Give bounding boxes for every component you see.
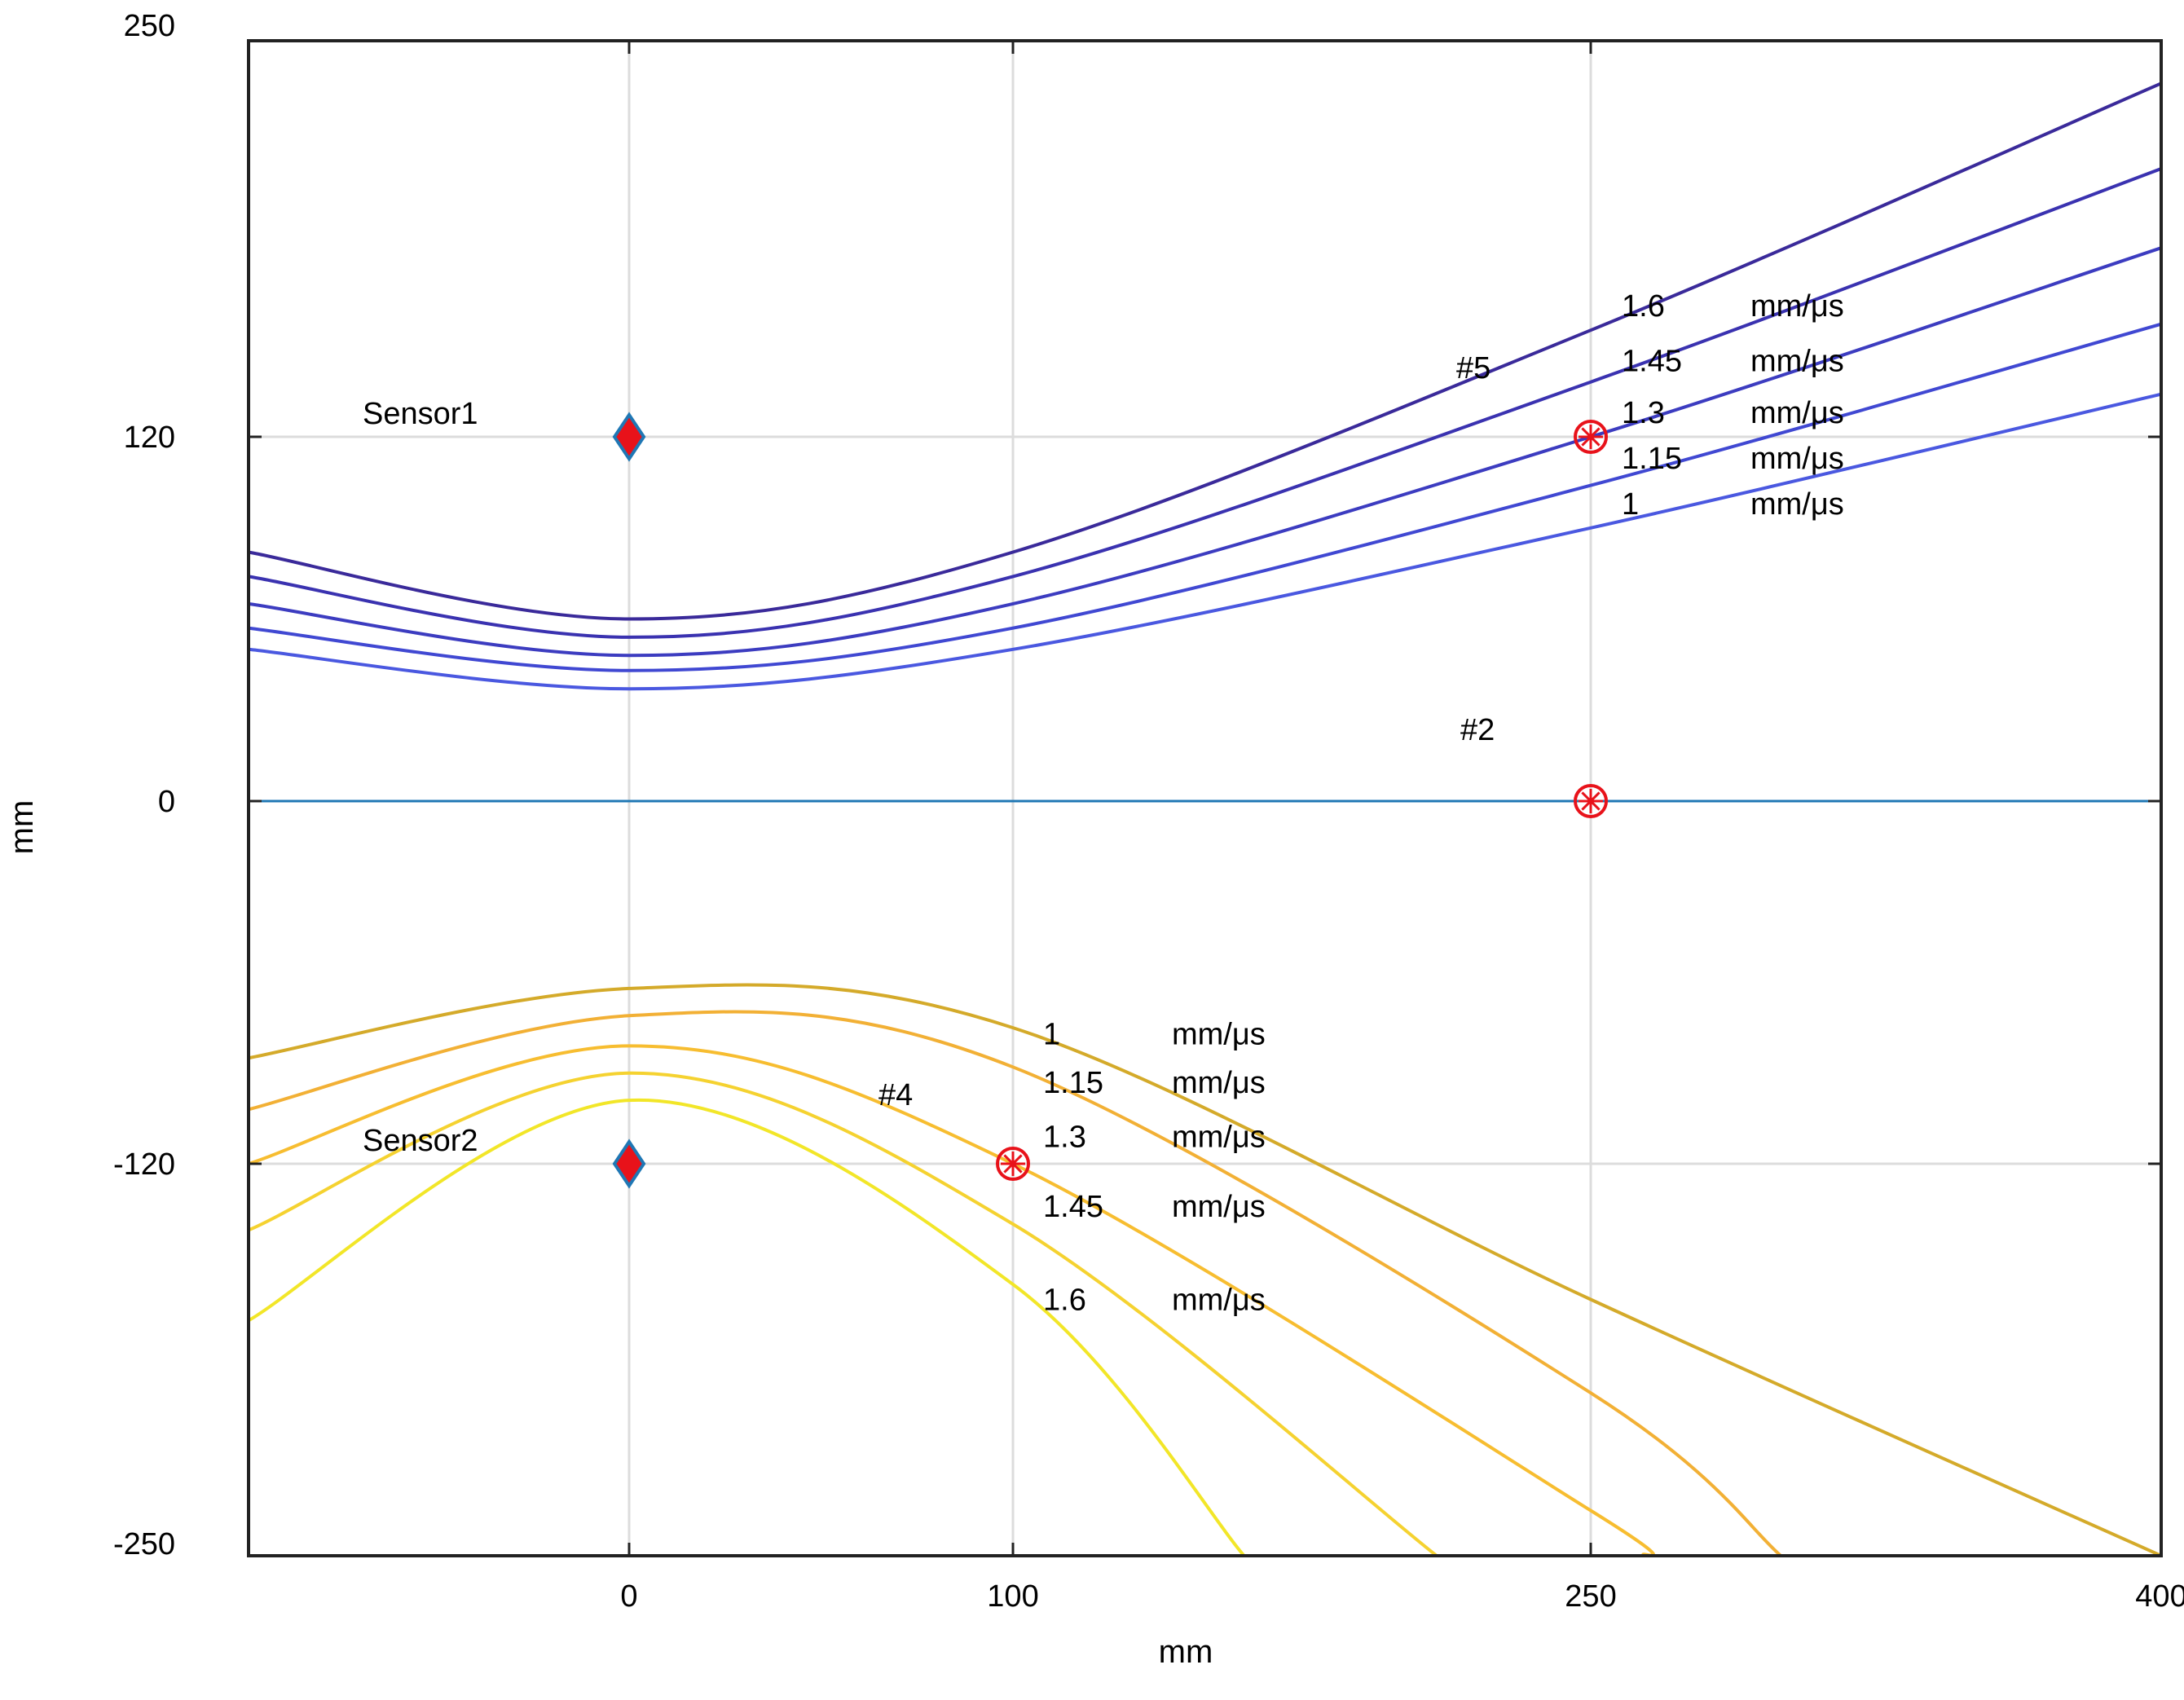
source-marker [1574,420,1608,454]
annotations: Sensor1 Sensor2 #5 #2 #4 1.6 mm/μs 1.45 mm/μs 1.3… [363,289,1844,1317]
source-marker [1574,784,1608,818]
sensor-diamond-marker [612,1138,646,1189]
y-tick-label: -250 [113,1527,175,1561]
lower-velocity-label-unit: mm/μs [1172,1284,1266,1318]
lower-velocity-label-value: 1.15 [1043,1066,1103,1100]
source-marker-circle [1574,784,1608,818]
source-label: #5 [1456,351,1490,385]
series-line [248,167,2162,639]
sensor-label: Sensor2 [363,1124,478,1158]
y-tick-label: 250 [124,9,175,43]
sensor-diamond-marker [612,412,646,462]
x-tick-label: 250 [1565,1579,1616,1614]
x-tick-label: 100 [987,1579,1038,1614]
series-curves [247,81,2162,1557]
lower-velocity-label-value: 1.6 [1043,1284,1086,1318]
x-axis-label: mm [1159,1634,1213,1670]
y-tick-label: -120 [113,1147,175,1182]
y-axis-label: mm [4,800,40,855]
upper-velocity-label-value: 1.6 [1622,289,1665,324]
plot-frame [247,39,2163,1557]
markers [612,412,1608,1189]
upper-velocity-label-value: 1.15 [1622,442,1682,476]
lower-velocity-label-unit: mm/μs [1172,1066,1266,1100]
source-marker-spoke [1581,791,1601,811]
upper-velocity-label-value: 1.3 [1622,396,1665,430]
x-tick-label: 0 [620,1579,637,1614]
upper-velocity-label-unit: mm/μs [1750,289,1844,324]
source-label: #2 [1460,713,1495,747]
series-line [248,1071,1438,1557]
source-marker-spoke [1003,1154,1023,1174]
source-label: #4 [878,1078,913,1112]
y-tick-label: 120 [124,421,175,455]
upper-velocity-label-unit: mm/μs [1750,345,1844,379]
lower-velocity-label-value: 1.45 [1043,1190,1103,1224]
source-marker [996,1147,1030,1181]
series-line [248,1010,1782,1557]
lower-velocity-label-unit: mm/μs [1172,1018,1266,1052]
sensor-label: Sensor1 [363,397,478,431]
lower-velocity-label-value: 1.3 [1043,1121,1086,1155]
upper-velocity-label-value: 1.45 [1622,345,1682,379]
upper-velocity-label-value: 1 [1622,487,1639,522]
series-line [248,322,2162,672]
series-line [248,246,2162,658]
lower-velocity-label-value: 1 [1043,1018,1060,1052]
upper-velocity-label-unit: mm/μs [1750,396,1844,430]
source-marker-spoke [1581,427,1601,447]
lower-velocity-label-unit: mm/μs [1172,1121,1266,1155]
lower-velocity-label-unit: mm/μs [1172,1190,1266,1224]
y-tick-label: 0 [158,785,175,819]
source-marker-circle [1574,420,1608,454]
x-tick-label: 400 [2135,1579,2184,1614]
series-line [248,81,2162,621]
upper-velocity-label-unit: mm/μs [1750,487,1844,522]
series-line [248,983,2162,1557]
grid [249,41,2163,1556]
series-line [248,392,2162,691]
axis-ticks: 0 100 250 400 250 120 0 -120 -250 [113,9,2184,1614]
source-marker-circle [996,1147,1030,1181]
upper-velocity-label-unit: mm/μs [1750,442,1844,476]
series-line [247,1098,1246,1557]
